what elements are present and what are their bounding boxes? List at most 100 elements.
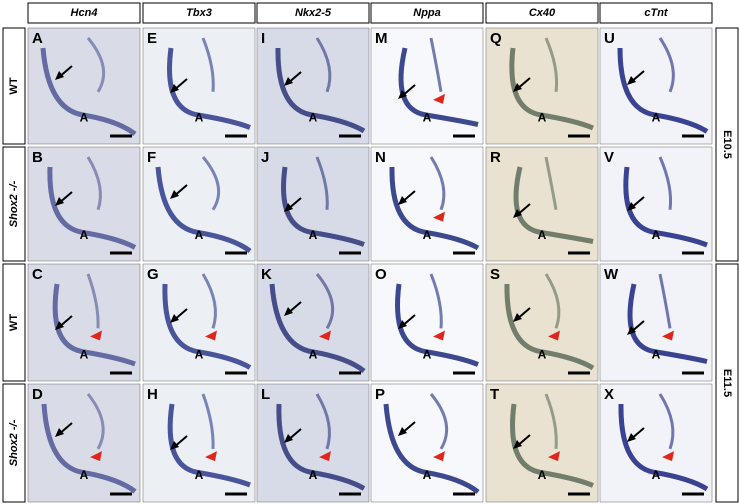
region-label: A (80, 228, 89, 242)
tissue (315, 37, 332, 93)
region-label: A (80, 347, 89, 361)
panel-letter: I (261, 30, 265, 47)
arrow-head (55, 197, 64, 206)
panel-letter: O (375, 266, 387, 283)
region-label: A (652, 228, 661, 242)
panel-letter: J (261, 149, 269, 166)
tissue (658, 37, 675, 93)
arrow-head (170, 314, 179, 323)
tissue (201, 156, 221, 211)
region-label: A (309, 347, 318, 361)
region-label: A (652, 347, 661, 361)
tissue (658, 273, 672, 329)
region-label: A (423, 347, 432, 361)
panel-letter: A (32, 30, 43, 47)
panel: VA (599, 146, 713, 262)
region-label: A (309, 468, 318, 482)
panel: EA (142, 27, 256, 145)
tissue (201, 273, 217, 329)
region-label: A (652, 468, 661, 482)
region-label: A (195, 468, 204, 482)
panel: HA (142, 383, 256, 503)
arrow-head (398, 427, 407, 436)
panel-letter: T (490, 386, 499, 403)
tissue (52, 283, 136, 367)
column-header: Tbx3 (186, 7, 212, 19)
arrow-head (398, 196, 407, 205)
region-label: A (538, 347, 547, 361)
row-label-box (2, 383, 26, 503)
panel: QA (485, 27, 599, 145)
column-header: Cx40 (529, 7, 556, 19)
tissue (40, 47, 137, 137)
arrow-head (55, 71, 64, 80)
micrograph (142, 383, 256, 503)
red-arrowhead (433, 211, 445, 222)
tissue (513, 166, 594, 244)
panel: XA (599, 383, 713, 503)
header-box (256, 2, 370, 24)
panel-letter: H (147, 386, 158, 403)
tissue (544, 156, 558, 210)
header-box (27, 2, 141, 24)
region-label: A (80, 111, 89, 125)
row-label-box (2, 146, 26, 262)
tissue (618, 403, 709, 492)
tissue (275, 47, 366, 134)
tissue (623, 166, 708, 248)
region-label: A (195, 347, 204, 361)
row-label: Shox2 -/- (8, 419, 20, 466)
tissue (167, 47, 251, 130)
column-header: Nppa (413, 7, 441, 19)
header-box (370, 2, 484, 24)
panel: SA (485, 263, 599, 382)
panel: BA (27, 146, 141, 262)
panel-letter: R (490, 149, 501, 166)
panel-letter: F (147, 149, 156, 166)
panel: KA (256, 263, 370, 382)
red-arrowhead (548, 330, 560, 341)
red-arrowhead (205, 451, 217, 462)
red-arrowhead (662, 451, 674, 462)
tissue (86, 273, 100, 329)
arrow-head (627, 202, 636, 211)
tissue (544, 273, 561, 329)
micrograph (599, 146, 713, 262)
tissue (167, 403, 251, 488)
panel: AA (27, 27, 141, 145)
panel: GA (142, 263, 256, 382)
tissue (398, 47, 479, 127)
micrograph (370, 27, 484, 145)
red-arrowhead (319, 451, 331, 462)
column-header: Nkx2-5 (295, 7, 332, 19)
micrograph (485, 146, 599, 262)
panel-letter: X (604, 386, 614, 403)
row-label-box (2, 27, 26, 145)
tissue (383, 403, 480, 494)
row-label-box (2, 263, 26, 382)
panel-letter: L (261, 386, 270, 403)
arrow-head (398, 90, 407, 99)
panel: TA (485, 383, 599, 503)
tissue (41, 403, 137, 494)
panel: FA (142, 146, 256, 262)
tissue (86, 393, 105, 450)
panel: MA (370, 27, 484, 145)
tissue (315, 156, 329, 210)
panel: WA (599, 263, 713, 382)
panel: DA (27, 383, 141, 503)
arrow-head (170, 190, 179, 199)
header-box (599, 2, 713, 24)
panel-letter: V (604, 149, 614, 166)
panel-letter: D (32, 386, 43, 403)
region-label: A (423, 468, 432, 482)
region-label: A (195, 111, 204, 125)
region-label: A (423, 228, 432, 242)
row-label: Shox2 -/- (8, 180, 20, 227)
arrow-head (513, 209, 522, 218)
micrograph (370, 263, 484, 382)
micrograph (485, 27, 599, 145)
tissue (658, 156, 672, 210)
arrow-head (284, 203, 293, 212)
